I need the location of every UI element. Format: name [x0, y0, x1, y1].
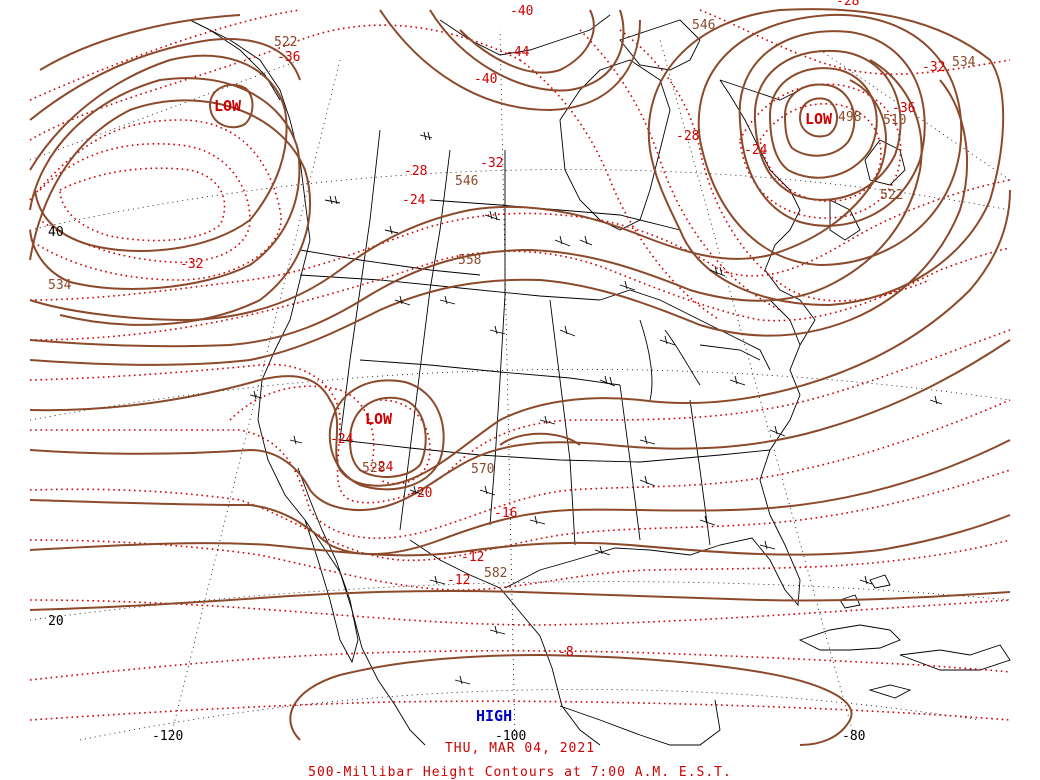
height-label: 582	[484, 566, 507, 581]
temperature-label: -36	[892, 101, 915, 116]
temperature-label: -16	[494, 506, 517, 521]
low-pressure-label: LOW	[805, 110, 833, 128]
temperature-label: -12	[447, 573, 470, 588]
temperature-contours	[29, 9, 1011, 721]
height-label: 546	[455, 174, 478, 189]
temperature-label: -28	[676, 129, 699, 144]
temperature-label: -24	[744, 143, 768, 158]
temperature-label: -40	[510, 4, 533, 19]
low-pressure-label: LOW	[214, 97, 242, 115]
lat-label: 20	[48, 614, 64, 629]
height-label: 498	[838, 110, 861, 125]
height-label: 534	[952, 55, 976, 70]
temperature-label: -24	[330, 432, 354, 447]
temperature-label: -32	[480, 156, 503, 171]
temperature-label: -36	[277, 50, 300, 65]
temperature-label: -8	[558, 645, 574, 660]
height-label: 528	[362, 461, 385, 476]
high-pressure-label: HIGH	[476, 707, 512, 725]
height-label: 570	[471, 462, 494, 477]
lon-label: -100	[495, 729, 526, 744]
lon-label: -80	[842, 729, 865, 744]
height-label: 522	[274, 35, 297, 50]
height-contours	[29, 8, 1011, 746]
temperature-label: -12	[461, 550, 484, 565]
map-title: 500-Millibar Height Contours at 7:00 A.M…	[308, 765, 732, 780]
coastlines	[189, 14, 1011, 746]
graticule	[29, 29, 1011, 741]
temperature-label: -24	[370, 460, 394, 475]
temperature-label: -40	[474, 72, 497, 87]
height-label: 558	[458, 253, 481, 268]
wind-barbs	[249, 131, 943, 685]
temperature-label: -28	[836, 0, 859, 9]
height-label: 534	[48, 278, 72, 293]
temperature-label: -32	[922, 60, 945, 75]
temperature-label: -32	[180, 257, 203, 272]
lat-label: 40	[48, 225, 64, 240]
height-label: 522	[880, 188, 903, 203]
height-label: 510	[883, 113, 906, 128]
lon-label: -120	[152, 729, 183, 744]
temperature-label: -20	[409, 486, 432, 501]
map-date: THU, MAR 04, 2021	[444, 741, 596, 756]
low-pressure-label: LOW	[365, 410, 393, 428]
height-label: 546	[692, 18, 715, 33]
temperature-label: -44	[506, 45, 530, 60]
temperature-label: -28	[404, 164, 427, 179]
temperature-label: -24	[402, 193, 426, 208]
